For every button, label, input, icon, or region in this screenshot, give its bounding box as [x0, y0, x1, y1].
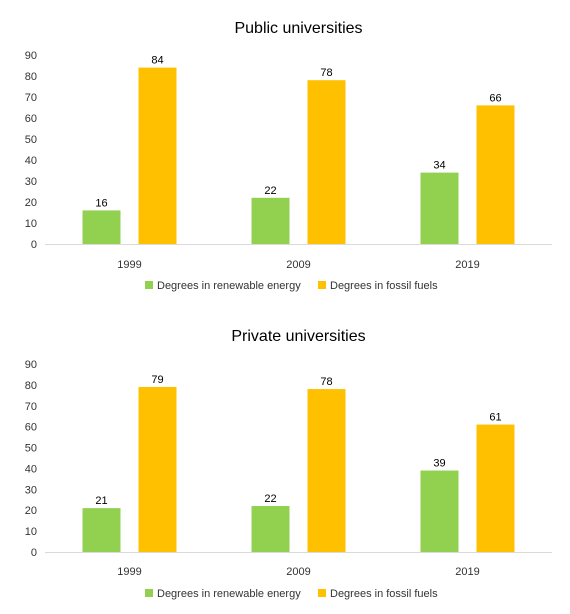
data-label: 16	[95, 197, 107, 209]
y-tick-label: 90	[25, 50, 37, 62]
legend-label: Degrees in renewable energy	[157, 588, 301, 600]
bar-fossil	[476, 424, 515, 552]
legend-label: Degrees in fossil fuels	[330, 280, 438, 292]
x-tick-label: 2019	[455, 566, 479, 578]
chart-title: Public universities	[234, 20, 362, 37]
data-label: 39	[433, 458, 445, 470]
y-tick-label: 80	[25, 380, 37, 392]
y-tick-label: 40	[25, 155, 37, 167]
y-tick-label: 70	[25, 92, 37, 104]
y-tick-label: 30	[25, 484, 37, 496]
data-label: 84	[151, 55, 163, 67]
bar-renewable	[420, 470, 459, 552]
y-tick-label: 90	[25, 359, 37, 371]
y-tick-label: 10	[25, 526, 37, 538]
y-tick-label: 80	[25, 71, 37, 83]
bar-fossil	[307, 389, 346, 552]
y-tick-label: 60	[25, 113, 37, 125]
y-tick-label: 10	[25, 218, 37, 230]
bar-fossil	[138, 386, 177, 552]
legend-swatch	[318, 281, 326, 289]
legend-swatch	[145, 281, 153, 289]
bar-renewable	[251, 197, 290, 244]
x-tick-label: 2009	[286, 566, 310, 578]
y-tick-label: 0	[31, 239, 37, 251]
y-tick-label: 20	[25, 197, 37, 209]
chart-0: Public universities 0 10 20 30 40 50 60 70 80 90 19…	[25, 20, 552, 292]
data-label: 66	[489, 92, 501, 104]
y-tick-label: 20	[25, 505, 37, 517]
data-label: 22	[264, 493, 276, 505]
data-label: 61	[489, 412, 501, 424]
y-tick-label: 50	[25, 134, 37, 146]
legend: Degrees in renewable energy Degrees in fo…	[145, 280, 438, 292]
legend-swatch	[318, 589, 326, 597]
legend-swatch	[145, 589, 153, 597]
y-tick-label: 70	[25, 401, 37, 413]
legend: Degrees in renewable energy Degrees in fo…	[145, 588, 438, 600]
y-tick-label: 40	[25, 463, 37, 475]
data-label: 22	[264, 185, 276, 197]
x-tick-label: 1999	[117, 566, 141, 578]
data-label: 78	[320, 67, 332, 79]
data-label: 21	[95, 495, 107, 507]
y-tick-label: 50	[25, 443, 37, 455]
bar-renewable	[251, 506, 290, 552]
bar-fossil	[476, 105, 515, 245]
bar-renewable	[82, 508, 121, 552]
chart-1: Private universities 0 10 20 30 40 50 60 70 80 90 1…	[25, 328, 552, 600]
bar-renewable	[82, 210, 121, 244]
data-label: 78	[320, 376, 332, 388]
bar-fossil	[307, 80, 346, 244]
data-label: 34	[433, 160, 445, 172]
bar-fossil	[138, 67, 177, 244]
chart-title: Private universities	[231, 328, 365, 345]
x-tick-label: 2019	[455, 259, 479, 271]
y-tick-label: 0	[31, 547, 37, 559]
legend-label: Degrees in renewable energy	[157, 280, 301, 292]
y-tick-label: 60	[25, 422, 37, 434]
legend-label: Degrees in fossil fuels	[330, 588, 438, 600]
y-tick-label: 30	[25, 176, 37, 188]
x-tick-label: 2009	[286, 259, 310, 271]
x-tick-label: 1999	[117, 259, 141, 271]
data-label: 79	[151, 374, 163, 386]
bar-renewable	[420, 172, 459, 244]
